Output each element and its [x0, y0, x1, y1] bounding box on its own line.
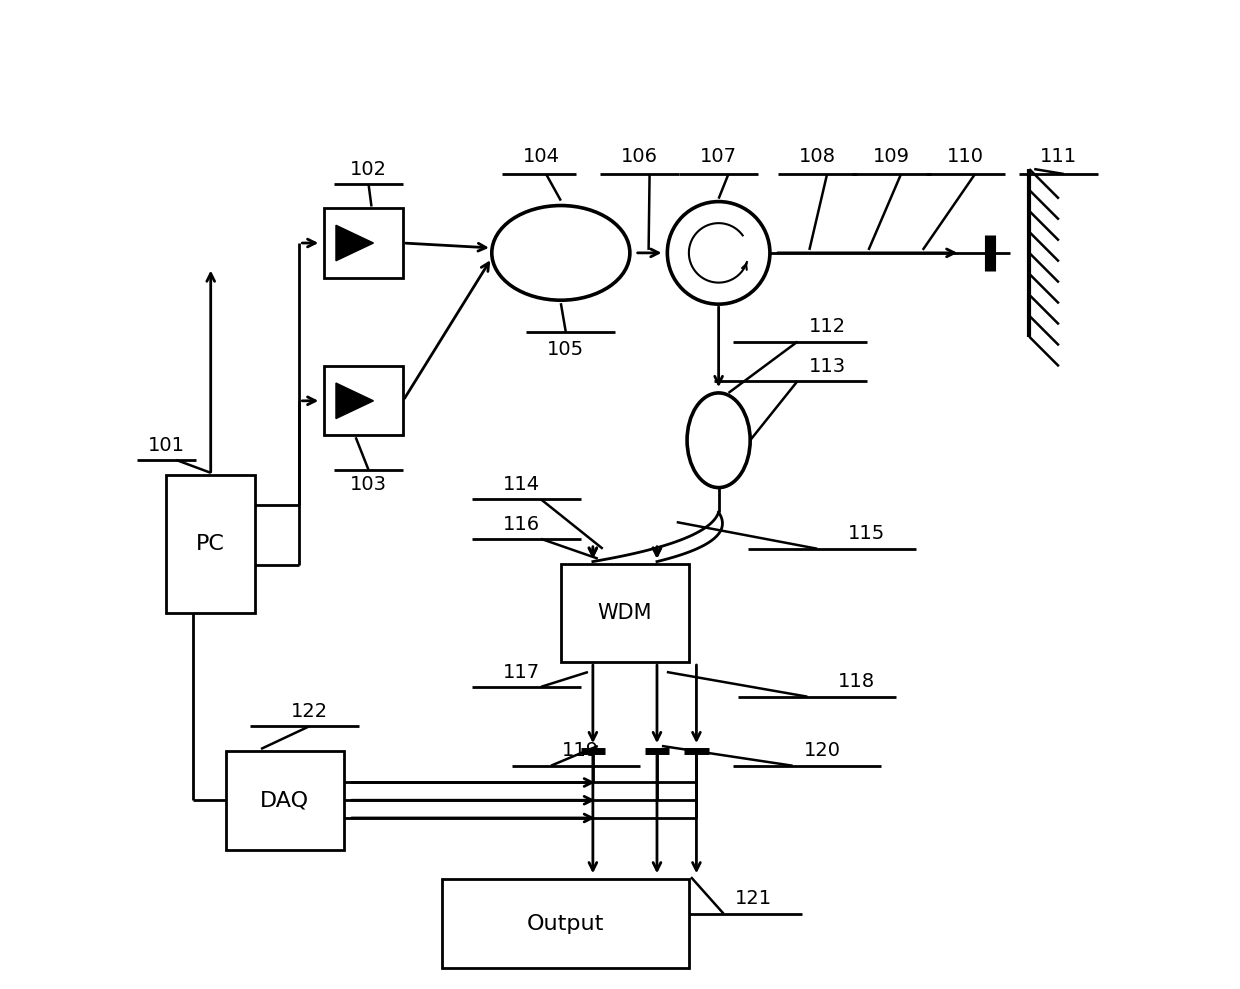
Text: 107: 107: [701, 146, 737, 166]
Text: 112: 112: [808, 317, 846, 336]
Ellipse shape: [492, 206, 630, 301]
Text: 109: 109: [873, 146, 910, 166]
Text: 116: 116: [502, 514, 539, 534]
Text: 103: 103: [350, 475, 387, 494]
Bar: [324, 209, 403, 278]
Bar: [560, 564, 689, 663]
Text: PC: PC: [196, 534, 226, 554]
Text: 102: 102: [350, 159, 387, 179]
Text: 104: 104: [522, 146, 559, 166]
Ellipse shape: [687, 393, 750, 488]
Polygon shape: [336, 225, 373, 261]
Text: 115: 115: [848, 524, 885, 543]
Text: 111: 111: [1040, 146, 1078, 166]
Text: 120: 120: [804, 742, 841, 761]
Text: 101: 101: [148, 436, 185, 455]
Text: 108: 108: [799, 146, 836, 166]
Text: 121: 121: [734, 889, 771, 908]
Text: WDM: WDM: [598, 603, 652, 623]
Text: 105: 105: [547, 340, 584, 359]
Text: 117: 117: [502, 663, 539, 681]
Bar: [166, 475, 255, 613]
Circle shape: [667, 202, 770, 305]
Text: DAQ: DAQ: [260, 790, 309, 810]
Text: Output: Output: [527, 914, 604, 934]
Text: 114: 114: [502, 475, 539, 494]
Text: 110: 110: [946, 146, 983, 166]
Polygon shape: [336, 383, 373, 418]
Text: 119: 119: [562, 742, 599, 761]
Text: 106: 106: [621, 146, 658, 166]
Text: 122: 122: [290, 702, 327, 721]
Bar: [226, 751, 343, 850]
Bar: [443, 879, 689, 968]
Text: 118: 118: [838, 673, 875, 691]
Bar: [324, 366, 403, 435]
Text: 113: 113: [808, 357, 846, 376]
